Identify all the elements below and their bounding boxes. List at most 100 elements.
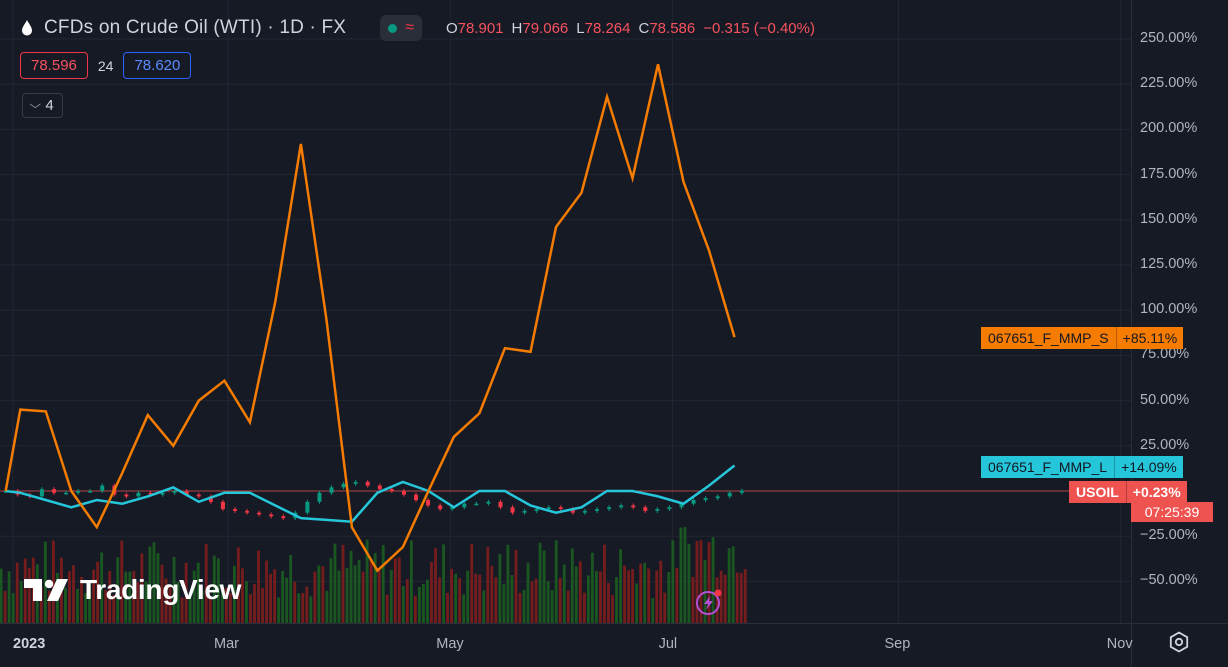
indicator-status-pill[interactable]: ≈ <box>380 15 422 41</box>
volume-bar <box>518 592 522 623</box>
candle-body <box>607 507 612 510</box>
volume-bar <box>305 586 309 623</box>
volume-bar <box>659 560 663 623</box>
candle-body <box>124 494 129 497</box>
candle-body <box>305 501 310 513</box>
tradingview-logo[interactable]: TradingView <box>24 574 241 606</box>
candle-body <box>377 485 382 490</box>
volume-bar <box>667 572 671 623</box>
volume-bar <box>51 540 55 623</box>
volume-bar <box>212 555 216 623</box>
volume-bar <box>317 565 321 623</box>
candle-body <box>172 491 177 493</box>
volume-bar <box>711 537 715 623</box>
volume-bar <box>373 552 377 623</box>
volume-bar <box>309 596 313 623</box>
volume-bar <box>188 592 192 623</box>
volume-bar <box>663 592 667 623</box>
candle-body <box>196 494 201 497</box>
candle-body <box>208 496 213 502</box>
price-axis-label: 250.00% <box>1140 30 1198 46</box>
series-l-tag-name: 067651_F_MMP_L <box>981 456 1115 478</box>
volume-bar <box>184 562 188 623</box>
volume-bar <box>413 595 417 623</box>
series-l-tag: 067651_F_MMP_L +14.09% <box>981 456 1183 478</box>
volume-bar <box>23 558 27 623</box>
usoil-candles <box>3 479 744 521</box>
volume-bar <box>237 547 240 623</box>
volume-bar <box>128 571 132 623</box>
volume-bar <box>619 549 622 623</box>
volume-bar <box>498 554 502 623</box>
volume-bar <box>727 548 731 623</box>
candle-body <box>220 501 225 510</box>
volume-bar <box>92 569 96 623</box>
price-axis-label: 100.00% <box>1140 301 1198 318</box>
volume-bar <box>574 566 578 623</box>
volume-bar <box>719 570 723 623</box>
candle-body <box>667 507 672 510</box>
candle-body <box>558 507 563 510</box>
volume-bar <box>687 543 691 623</box>
volume-bar <box>301 593 305 623</box>
time-axis-label: Sep <box>884 636 911 652</box>
close-value: 78.586 <box>649 19 696 37</box>
candle-body <box>51 489 56 493</box>
spread-value: 24 <box>97 57 114 74</box>
change-value: −0.315 (−0.40%) <box>703 19 815 37</box>
volume-bar <box>554 540 558 623</box>
volume-bar <box>418 586 421 623</box>
volume-bar <box>277 597 281 623</box>
volume-bar <box>84 593 87 623</box>
symbol-title[interactable]: CFDs on Crude Oil (WTI) · 1D · FX <box>44 17 347 38</box>
volume-bar <box>152 542 156 623</box>
candle-body <box>691 500 696 504</box>
volume-bar <box>289 554 293 623</box>
price-axis-label: −25.00% <box>1140 527 1198 544</box>
volume-bar <box>144 581 148 623</box>
candle-body <box>269 514 274 517</box>
volume-bar <box>582 592 586 623</box>
settings-gear-icon[interactable] <box>1168 631 1190 653</box>
candle-body <box>474 503 479 506</box>
volume-bar <box>603 544 606 623</box>
lightning-alert-icon[interactable] <box>695 588 723 616</box>
candle-body <box>631 505 636 508</box>
volume-bar <box>27 568 31 623</box>
volume-bar <box>514 549 518 623</box>
sell-button[interactable]: 78.596 <box>20 52 88 79</box>
series-l-tag-value: +14.09% <box>1114 456 1183 478</box>
volume-bar <box>164 578 168 623</box>
volume-bar <box>466 570 470 623</box>
price-axis-label: 200.00% <box>1140 120 1198 137</box>
volume-bar <box>64 587 67 623</box>
volume-bar <box>430 562 433 623</box>
volume-bar <box>393 558 397 623</box>
candle-body <box>245 510 250 513</box>
volume-bar <box>578 561 582 623</box>
volume-bar <box>249 594 252 623</box>
indicators-toggle-button[interactable]: ⌵ 4 <box>22 93 63 118</box>
volume-bar <box>691 576 695 623</box>
open-label: O <box>445 19 458 37</box>
volume-bar <box>594 571 598 623</box>
close-label: C <box>638 19 650 37</box>
candle-body <box>619 505 624 508</box>
candle-body <box>426 500 431 506</box>
candle-body <box>703 498 708 501</box>
price-axis-label: −50.00% <box>1140 572 1198 589</box>
volume-bar <box>353 565 357 623</box>
volume-bar <box>454 573 458 623</box>
volume-bar <box>651 597 655 623</box>
series-mmp-l-line <box>5 464 736 523</box>
time-axis-separator <box>0 623 1228 624</box>
volume-bar <box>297 593 301 623</box>
volume-bar <box>739 573 743 623</box>
volume-bar <box>450 568 454 623</box>
volume-bar <box>136 582 140 623</box>
grid <box>0 0 1131 623</box>
volume-bar <box>39 587 43 623</box>
volume-bar <box>112 595 116 623</box>
buy-button[interactable]: 78.620 <box>123 52 192 79</box>
usoil-tag: USOIL +0.23% <box>1069 481 1187 503</box>
